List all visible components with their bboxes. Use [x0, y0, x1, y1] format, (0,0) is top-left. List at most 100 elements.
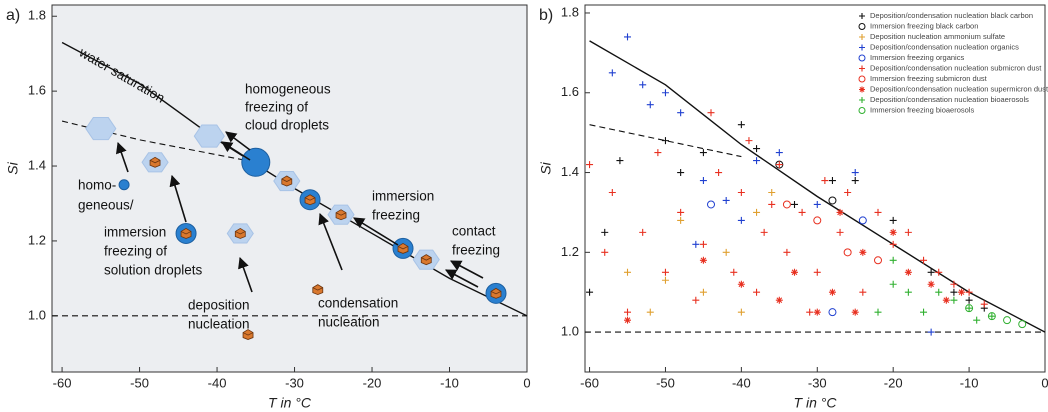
point: [889, 240, 897, 248]
point: [950, 288, 958, 296]
point: [836, 228, 844, 236]
point: [1003, 316, 1012, 325]
point: [859, 248, 867, 256]
point: [935, 268, 943, 276]
cube-edge: [149, 159, 161, 164]
point: [927, 280, 935, 288]
point: [836, 208, 844, 216]
y-axis-label: Si: [5, 161, 21, 174]
point: [661, 89, 669, 97]
point: [950, 296, 958, 304]
point: [722, 196, 730, 204]
legend-label: Deposition nucleation ammonium sulfate: [870, 32, 1005, 41]
point: [737, 280, 745, 288]
arrow: [225, 131, 251, 151]
point: [813, 308, 821, 316]
point: [677, 109, 685, 117]
point: [768, 188, 776, 196]
point: [616, 157, 624, 165]
point: [859, 288, 867, 296]
point: [768, 200, 776, 208]
point: [775, 149, 783, 157]
annotation: condensation: [318, 296, 398, 311]
point: [639, 81, 647, 89]
point: [927, 268, 935, 276]
x-tick-label: -60: [53, 375, 72, 390]
x-tick-label: -30: [808, 375, 827, 390]
point: [624, 316, 632, 324]
point: [858, 54, 866, 62]
point: [859, 34, 865, 40]
annotation: homogeneous: [245, 82, 331, 97]
point: [722, 248, 730, 256]
x-tick-label: -50: [130, 375, 149, 390]
point: [783, 248, 791, 256]
point: [858, 75, 866, 83]
aerosol-cube: [312, 284, 324, 296]
plot-frame: [584, 4, 1046, 373]
point: [950, 280, 958, 288]
point: [859, 13, 865, 19]
point: [851, 177, 859, 185]
annotation: immersion: [372, 189, 434, 204]
point: [775, 296, 783, 304]
point: [904, 288, 912, 296]
arrow: [450, 260, 484, 279]
arrow: [169, 174, 187, 223]
point: [987, 312, 996, 321]
aerosol-cube: [149, 156, 161, 168]
point: [791, 268, 799, 276]
point: [973, 316, 981, 324]
point: [646, 101, 654, 109]
point: [858, 107, 866, 114]
point: [920, 256, 928, 264]
x-tick-label: -30: [285, 375, 304, 390]
arrow: [353, 217, 399, 246]
droplet: [118, 179, 130, 191]
annotation: cloud droplets: [245, 118, 329, 133]
point: [874, 256, 883, 265]
point: [677, 216, 685, 224]
plot-frame: [51, 4, 528, 373]
point: [942, 296, 950, 304]
y-tick-label: 1.0: [28, 307, 46, 322]
point: [889, 280, 897, 288]
point: [699, 256, 707, 264]
annotation: homo-: [78, 178, 116, 193]
point: [958, 288, 966, 296]
point: [851, 169, 859, 177]
annotation: contact: [452, 224, 496, 239]
x-tick-label: -50: [656, 375, 675, 390]
point: [601, 228, 609, 236]
point: [753, 145, 761, 153]
cube-edge: [312, 287, 323, 291]
aerosol-cube: [420, 254, 432, 266]
point: [586, 288, 594, 296]
point: [661, 268, 669, 276]
point: [843, 248, 852, 257]
x-tick-label: 0: [523, 375, 530, 390]
point: [661, 276, 669, 284]
legend-label: Immersion freezing organics: [870, 53, 964, 62]
point: [980, 300, 988, 308]
legend-label: Immersion freezing bioaerosols: [870, 105, 974, 114]
aerosol-cube: [304, 194, 316, 206]
point: [844, 188, 852, 196]
point: [813, 216, 822, 225]
y-tick-label: 1.8: [28, 8, 46, 23]
y-tick-label: 1.2: [28, 232, 46, 247]
aerosol-cube: [490, 287, 502, 299]
point: [677, 169, 685, 177]
point: [608, 188, 616, 196]
point: [737, 121, 745, 129]
point: [737, 216, 745, 224]
point: [586, 161, 594, 169]
point: [624, 308, 632, 316]
cube-edge: [335, 212, 347, 216]
point: [730, 268, 738, 276]
y-axis-label: Si: [538, 161, 554, 174]
point: [806, 308, 814, 316]
legend-label: Deposition/condensation nucleation submi…: [870, 63, 1042, 72]
y-tick-label: 1.0: [561, 324, 579, 339]
